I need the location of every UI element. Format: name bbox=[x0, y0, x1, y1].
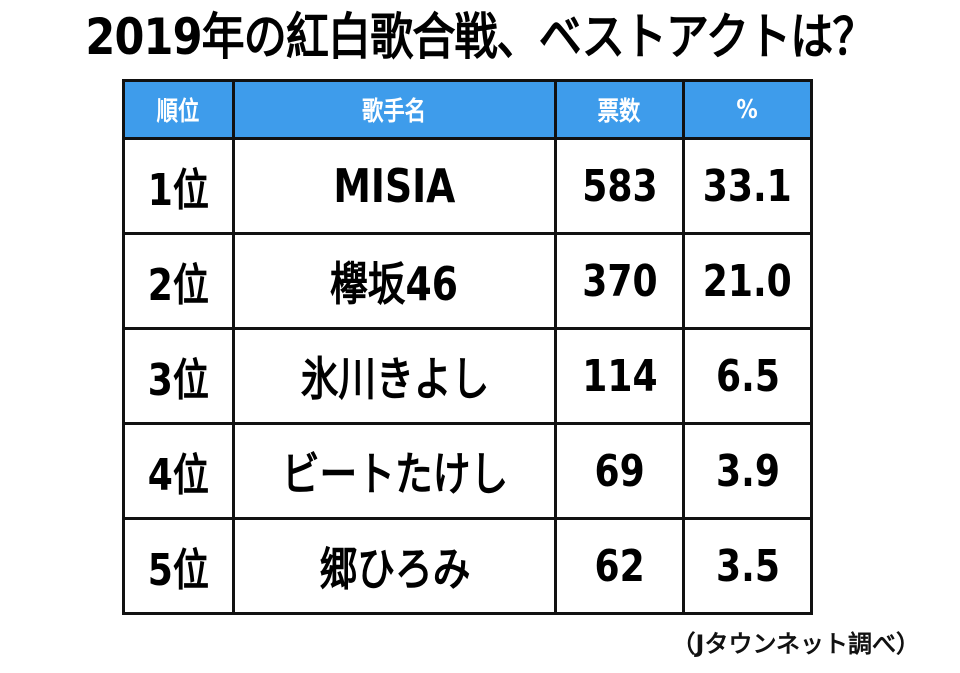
votes-cell: 62 bbox=[554, 517, 685, 615]
header-percent: % bbox=[682, 79, 813, 140]
votes-cell: 69 bbox=[554, 422, 685, 520]
percent-cell: 21.0 bbox=[682, 232, 813, 330]
table-row: 2位 欅坂46 370 21.0 bbox=[122, 232, 813, 330]
rank-cell: 4位 bbox=[122, 422, 235, 520]
rank-cell: 3位 bbox=[122, 327, 235, 425]
table-row: 3位 氷川きよし 114 6.5 bbox=[122, 327, 813, 425]
name-cell: MISIA bbox=[232, 137, 557, 235]
votes-cell: 114 bbox=[554, 327, 685, 425]
table-header-row: 順位 歌手名 票数 % bbox=[122, 79, 813, 140]
votes-cell: 370 bbox=[554, 232, 685, 330]
page-title: 2019年の紅白歌合戦、ベストアクトは？ bbox=[85, 8, 875, 66]
header-votes: 票数 bbox=[554, 79, 685, 140]
name-cell: 郷ひろみ bbox=[232, 517, 557, 615]
percent-cell: 3.5 bbox=[682, 517, 813, 615]
table-row: 4位 ビートたけし 69 3.9 bbox=[122, 422, 813, 520]
percent-cell: 33.1 bbox=[682, 137, 813, 235]
header-rank: 順位 bbox=[122, 79, 235, 140]
percent-cell: 3.9 bbox=[682, 422, 813, 520]
name-cell: 欅坂46 bbox=[232, 232, 557, 330]
rank-cell: 1位 bbox=[122, 137, 235, 235]
source-note: （Jタウンネット調べ） bbox=[671, 630, 920, 658]
table-row: 5位 郷ひろみ 62 3.5 bbox=[122, 517, 813, 615]
rank-cell: 2位 bbox=[122, 232, 235, 330]
votes-cell: 583 bbox=[554, 137, 685, 235]
name-cell: 氷川きよし bbox=[232, 327, 557, 425]
name-cell: ビートたけし bbox=[232, 422, 557, 520]
header-name: 歌手名 bbox=[232, 79, 557, 140]
rank-cell: 5位 bbox=[122, 517, 235, 615]
ranking-table: 順位 歌手名 票数 % 1位 MISIA 583 33.1 2位 欅坂46 370 21.0 3… bbox=[122, 79, 813, 615]
percent-cell: 6.5 bbox=[682, 327, 813, 425]
table-row: 1位 MISIA 583 33.1 bbox=[122, 137, 813, 235]
